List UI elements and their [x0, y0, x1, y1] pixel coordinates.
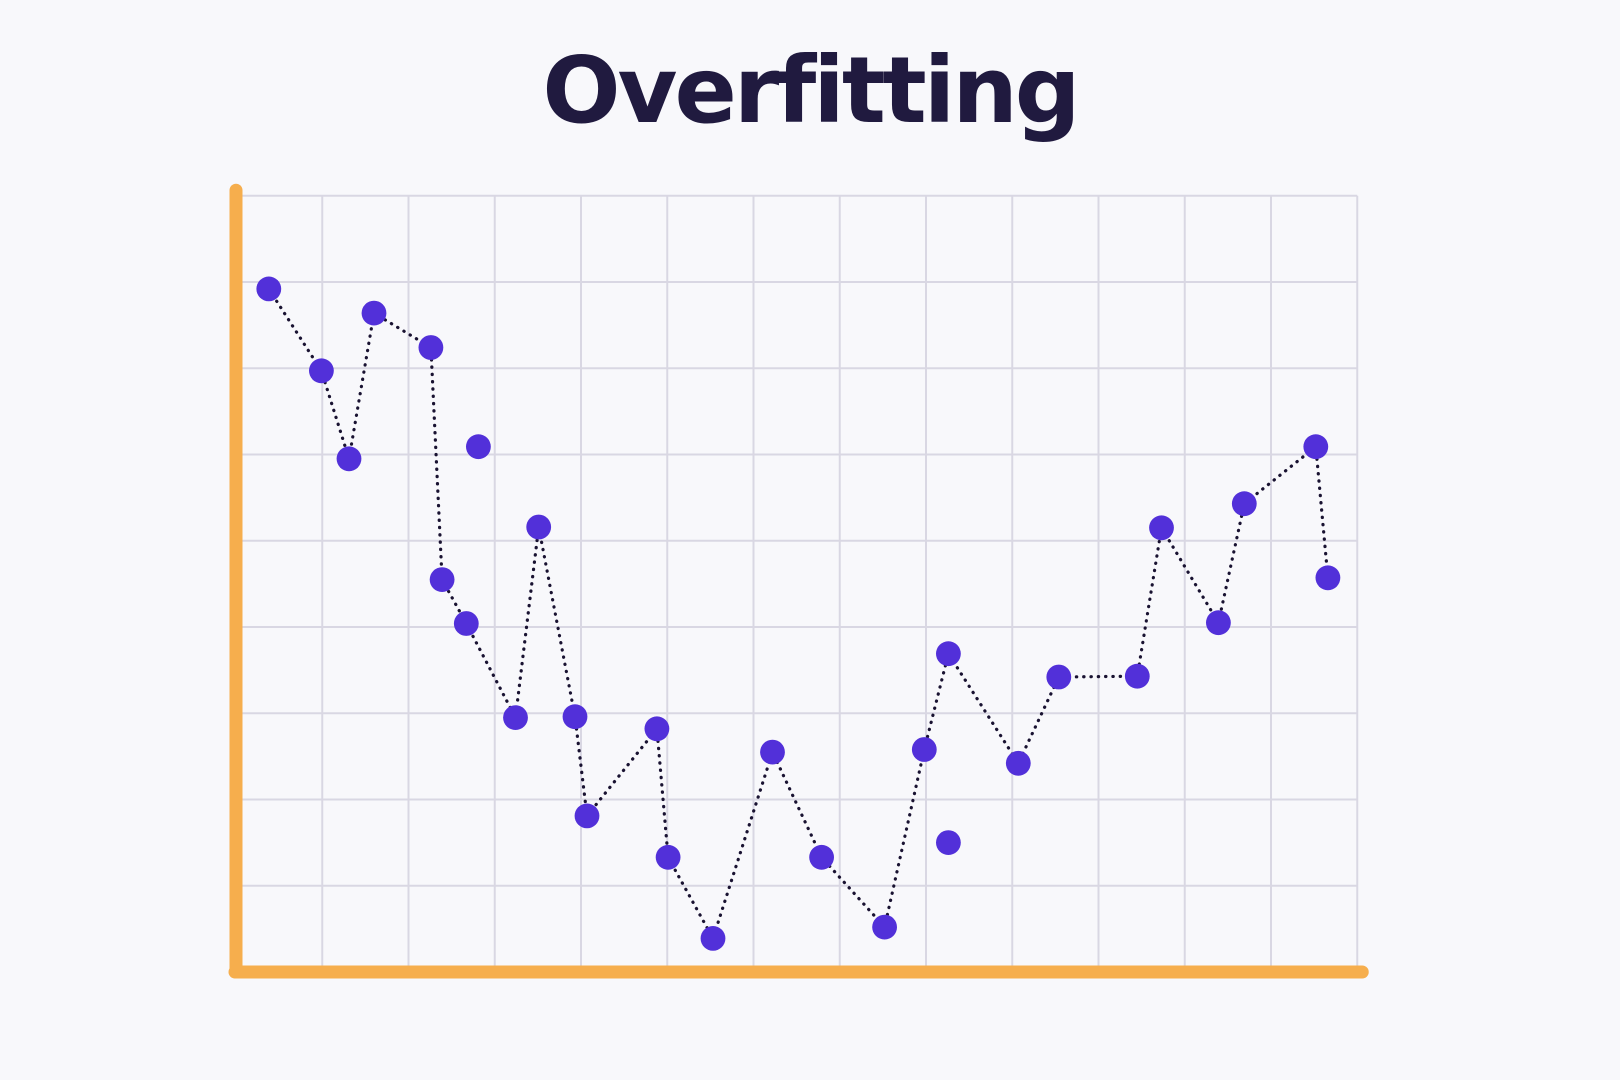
grid-lines [236, 194, 1359, 966]
data-point [361, 300, 387, 326]
data-point [1124, 663, 1150, 689]
dotted-fit-line [267, 287, 1330, 941]
data-points [256, 276, 1341, 951]
y-axis-bar [229, 183, 243, 979]
data-point [872, 914, 897, 940]
data-point [562, 704, 588, 730]
data-point [655, 844, 681, 870]
data-point [429, 567, 455, 592]
data-point [503, 705, 528, 730]
stray-data-point [466, 434, 491, 460]
chart-title: Overfitting [542, 37, 1080, 144]
data-point [936, 641, 961, 667]
axes [228, 183, 1369, 979]
data-point [574, 803, 600, 829]
data-point [1046, 664, 1072, 690]
x-axis-bar [228, 965, 1369, 979]
data-point [1231, 491, 1257, 517]
data-point [526, 514, 552, 540]
data-point [1005, 750, 1031, 776]
data-point [1206, 610, 1231, 636]
data-point [336, 446, 362, 472]
data-point [760, 739, 785, 765]
data-point [1303, 434, 1329, 460]
data-point [644, 716, 670, 742]
stray-data-point [936, 830, 961, 855]
data-point [1149, 515, 1174, 541]
dotted-line-path [267, 287, 1330, 941]
data-point [256, 276, 282, 302]
data-point [1315, 565, 1341, 591]
data-point [453, 611, 479, 636]
data-point [809, 844, 834, 870]
data-point [309, 358, 334, 384]
data-point [700, 926, 726, 951]
data-point [911, 737, 937, 762]
data-point [418, 335, 444, 360]
